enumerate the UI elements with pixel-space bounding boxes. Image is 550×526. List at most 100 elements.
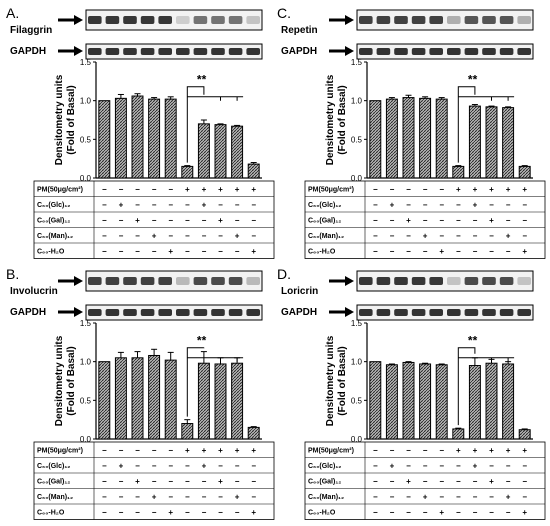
table-cell: + [489, 477, 494, 486]
y-tick-label: 1.5 [80, 58, 92, 67]
table-cell: − [489, 492, 494, 501]
table-cell: + [506, 446, 511, 455]
gapdh-band [376, 48, 391, 55]
table-cell: − [152, 446, 157, 455]
table-cell: + [235, 185, 240, 194]
protein-arrow-head [74, 276, 83, 286]
table-cell: − [102, 446, 107, 455]
bar [98, 100, 111, 179]
condition-table [33, 441, 275, 520]
table-cell: + [489, 185, 494, 194]
table-cell: − [506, 216, 511, 225]
panel-letter: A. [6, 5, 19, 21]
table-cell: + [522, 446, 527, 455]
protein-arrow-head [345, 276, 354, 286]
significance-bracket [186, 86, 205, 163]
table-cell: + [473, 446, 478, 455]
bar [247, 426, 260, 440]
gapdh-band [429, 48, 443, 55]
table-cell: + [506, 492, 511, 501]
table-cell: − [373, 247, 378, 256]
panel-b: B. Involucrin GAPDH 0.0 0.5 1.0 1.5 Densitometr… [4, 263, 276, 521]
gapdh-band [105, 48, 120, 55]
gapdh-band [429, 309, 443, 316]
table-cell: − [423, 185, 428, 194]
protein-band [140, 16, 155, 24]
table-cell: + [439, 247, 444, 256]
y-tick-label: 1.0 [351, 358, 363, 367]
gapdh-label: GAPDH [10, 307, 46, 318]
table-cell: + [235, 492, 240, 501]
table-cell: − [406, 231, 411, 240]
table-cell: − [185, 461, 190, 470]
bar [518, 429, 531, 440]
bar [148, 354, 161, 440]
protein-band [429, 16, 443, 24]
table-cell: − [152, 200, 157, 209]
gapdh-arrow-head [74, 307, 83, 317]
protein-band [88, 16, 102, 24]
y-axis-label: Densitometry units [54, 335, 65, 426]
table-cell: − [251, 492, 256, 501]
protein-band [158, 16, 172, 24]
protein-label: Repetin [281, 25, 318, 36]
bar [502, 107, 515, 179]
table-cell: + [235, 446, 240, 455]
gapdh-band [228, 48, 243, 55]
table-cell: − [489, 231, 494, 240]
bar [385, 364, 398, 440]
table-cell: + [218, 477, 223, 486]
protein-band [394, 277, 408, 285]
bar [247, 163, 260, 179]
table-cell: − [423, 508, 428, 517]
table-cell: − [168, 185, 173, 194]
gapdh-blot [356, 43, 534, 60]
y-tick-label: 0.0 [80, 174, 92, 183]
table-cell: − [119, 446, 124, 455]
gapdh-band [158, 309, 172, 316]
bar [402, 97, 415, 179]
table-cell: − [390, 446, 395, 455]
significance-marker: ** [197, 334, 207, 348]
table-cell: − [235, 247, 240, 256]
table-cell: + [506, 185, 511, 194]
table-cell: − [251, 477, 256, 486]
condition-table [304, 441, 546, 520]
table-cell: + [423, 231, 428, 240]
table-cell: − [202, 477, 207, 486]
table-cell: − [235, 200, 240, 209]
y-tick-label: 1.0 [80, 97, 92, 106]
table-cell: − [152, 185, 157, 194]
table-row-label: PM(50μg/cm²) [37, 186, 83, 193]
table-cell: − [102, 508, 107, 517]
table-cell: + [439, 508, 444, 517]
table-cell: − [373, 477, 378, 486]
gapdh-band [176, 309, 190, 316]
table-cell: + [152, 492, 157, 501]
table-cell: − [373, 446, 378, 455]
table-cell: − [135, 508, 140, 517]
table-cell: + [251, 247, 256, 256]
table-cell: + [168, 508, 173, 517]
bar [452, 428, 465, 440]
table-cell: − [489, 461, 494, 470]
bar [518, 165, 531, 179]
gapdh-band [123, 48, 137, 55]
table-cell: − [489, 508, 494, 517]
table-cell: − [390, 247, 395, 256]
table-cell: − [135, 461, 140, 470]
bar [197, 123, 210, 179]
table-cell: − [506, 200, 511, 209]
y-tick-label: 0.5 [351, 396, 363, 405]
table-cell: − [456, 477, 461, 486]
protein-band [482, 16, 496, 24]
table-row-label: C₆₀(Man)₁₂ [308, 494, 344, 501]
table-cell: + [456, 185, 461, 194]
table-cell: + [522, 508, 527, 517]
protein-band [411, 277, 426, 285]
table-cell: − [185, 200, 190, 209]
y-axis-label: (Fold of Basal) [337, 85, 348, 154]
gapdh-band [499, 48, 514, 55]
table-cell: + [489, 446, 494, 455]
table-cell: − [185, 247, 190, 256]
